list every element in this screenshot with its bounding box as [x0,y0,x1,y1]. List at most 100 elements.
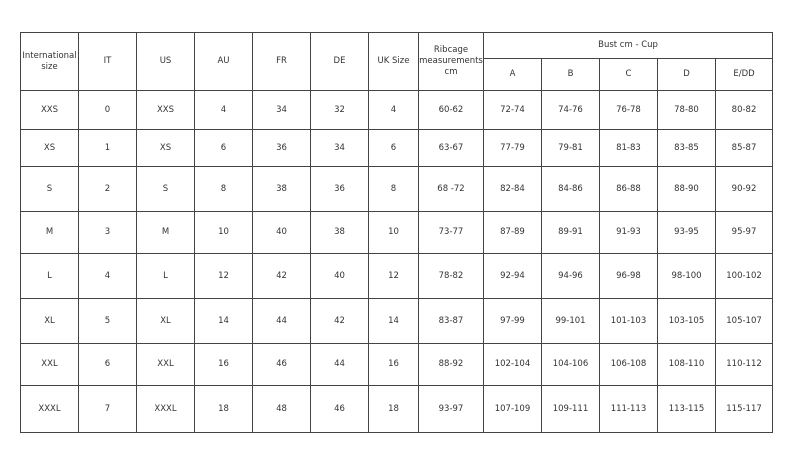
table-cell: 12 [368,253,419,299]
table-cell: 60-62 [418,90,484,130]
table-cell: 4 [368,90,419,130]
table-cell: 94-96 [541,253,600,299]
table-cell: 95-97 [714,211,774,254]
table-row: L 4 L 12 42 40 12 78-82 92-94 94-96 96-98 98-100 100… [20,253,774,299]
table-cell: 93-97 [418,385,484,433]
table-cell: 93-95 [657,211,716,254]
header-cup-d: D [657,58,716,91]
table-cell: 109-111 [541,385,600,433]
header-cup-e-dd: E/DD [714,58,774,91]
table-cell: XXL [136,343,195,386]
table-cell: 46 [252,343,311,386]
table-cell: XL [20,298,79,344]
table-cell: XL [136,298,195,344]
table-cell: 83-87 [418,298,484,344]
table-cell: 83-85 [657,129,716,167]
table-cell: 78-82 [418,253,484,299]
table-cell: 14 [194,298,253,344]
table-cell: 36 [252,129,311,167]
header-it: IT [78,32,137,91]
table-row: XS 1 XS 6 36 34 6 63-67 77-79 79-81 81-83 83-85 85-8… [20,129,774,167]
table-cell: 34 [310,129,369,167]
table-row: M 3 M 10 40 38 10 73-77 87-89 89-91 91-93 93-95 95-9… [20,211,774,254]
table-cell: 78-80 [657,90,716,130]
table-cell: 16 [194,343,253,386]
table-cell: 102-104 [483,343,542,386]
table-cell: 86-88 [599,166,658,212]
table-cell: S [136,166,195,212]
table-cell: 4 [194,90,253,130]
table-cell: L [136,253,195,299]
table-cell: 106-108 [599,343,658,386]
table-cell: XXXL [20,385,79,433]
table-cell: L [20,253,79,299]
table-cell: 63-67 [418,129,484,167]
table-cell: 14 [368,298,419,344]
table-cell: 110-112 [714,343,774,386]
table-cell: 32 [310,90,369,130]
table-cell: 36 [310,166,369,212]
table-cell: 77-79 [483,129,542,167]
table-cell: 38 [252,166,311,212]
table-cell: 34 [252,90,311,130]
table-cell: XXS [20,90,79,130]
table-cell: 87-89 [483,211,542,254]
header-cup-b: B [541,58,600,91]
table-row: XXS 0 XXS 4 34 32 4 60-62 72-74 74-76 76-78 78-80 80… [20,90,774,130]
table-cell: XS [136,129,195,167]
table-cell: 18 [194,385,253,433]
table-cell: 46 [310,385,369,433]
table-cell: 6 [194,129,253,167]
table-cell: 0 [78,90,137,130]
table-cell: XXL [20,343,79,386]
table-cell: 108-110 [657,343,716,386]
table-cell: 76-78 [599,90,658,130]
table-cell: M [136,211,195,254]
table-cell: 90-92 [714,166,774,212]
table-cell: 8 [368,166,419,212]
table-cell: S [20,166,79,212]
table-cell: 91-93 [599,211,658,254]
table-cell: 100-102 [714,253,774,299]
table-cell: 101-103 [599,298,658,344]
table-cell: XS [20,129,79,167]
table-cell: 107-109 [483,385,542,433]
table-cell: 16 [368,343,419,386]
table-row: XXXL 7 XXXL 18 48 46 18 93-97 107-109 109-111 111-… [20,385,774,433]
header-uk-size: UK Size [368,32,419,91]
table-cell: 88-92 [418,343,484,386]
table-cell: 40 [310,253,369,299]
table-cell: 3 [78,211,137,254]
table-cell: XXS [136,90,195,130]
table-cell: 89-91 [541,211,600,254]
table-cell: 5 [78,298,137,344]
table-cell: 12 [194,253,253,299]
header-cup-a: A [483,58,542,91]
table-row: XXL 6 XXL 16 46 44 16 88-92 102-104 104-106 106-10… [20,343,774,386]
table-cell: 73-77 [418,211,484,254]
header-de: DE [310,32,369,91]
table-cell: 113-115 [657,385,716,433]
table-cell: 92-94 [483,253,542,299]
table-cell: 81-83 [599,129,658,167]
table-cell: 10 [368,211,419,254]
header-bust-cup: Bust cm - Cup [482,32,774,59]
table-cell: 6 [78,343,137,386]
table-cell: 111-113 [599,385,658,433]
table-cell: 79-81 [541,129,600,167]
table-cell: 4 [78,253,137,299]
header-us: US [136,32,195,91]
table-cell: 7 [78,385,137,433]
table-cell: 48 [252,385,311,433]
table-cell: 38 [310,211,369,254]
header-cup-c: C [599,58,658,91]
table-cell: 88-90 [657,166,716,212]
header-au: AU [194,32,253,91]
table-cell: XXXL [136,385,195,433]
table-cell: 104-106 [541,343,600,386]
table-cell: 8 [194,166,253,212]
table-cell: 98-100 [657,253,716,299]
table-cell: 84-86 [541,166,600,212]
table-row: S 2 S 8 38 36 8 68 -72 82-84 84-86 86-88 88-90 90-92 [20,166,774,212]
header-fr: FR [252,32,311,91]
